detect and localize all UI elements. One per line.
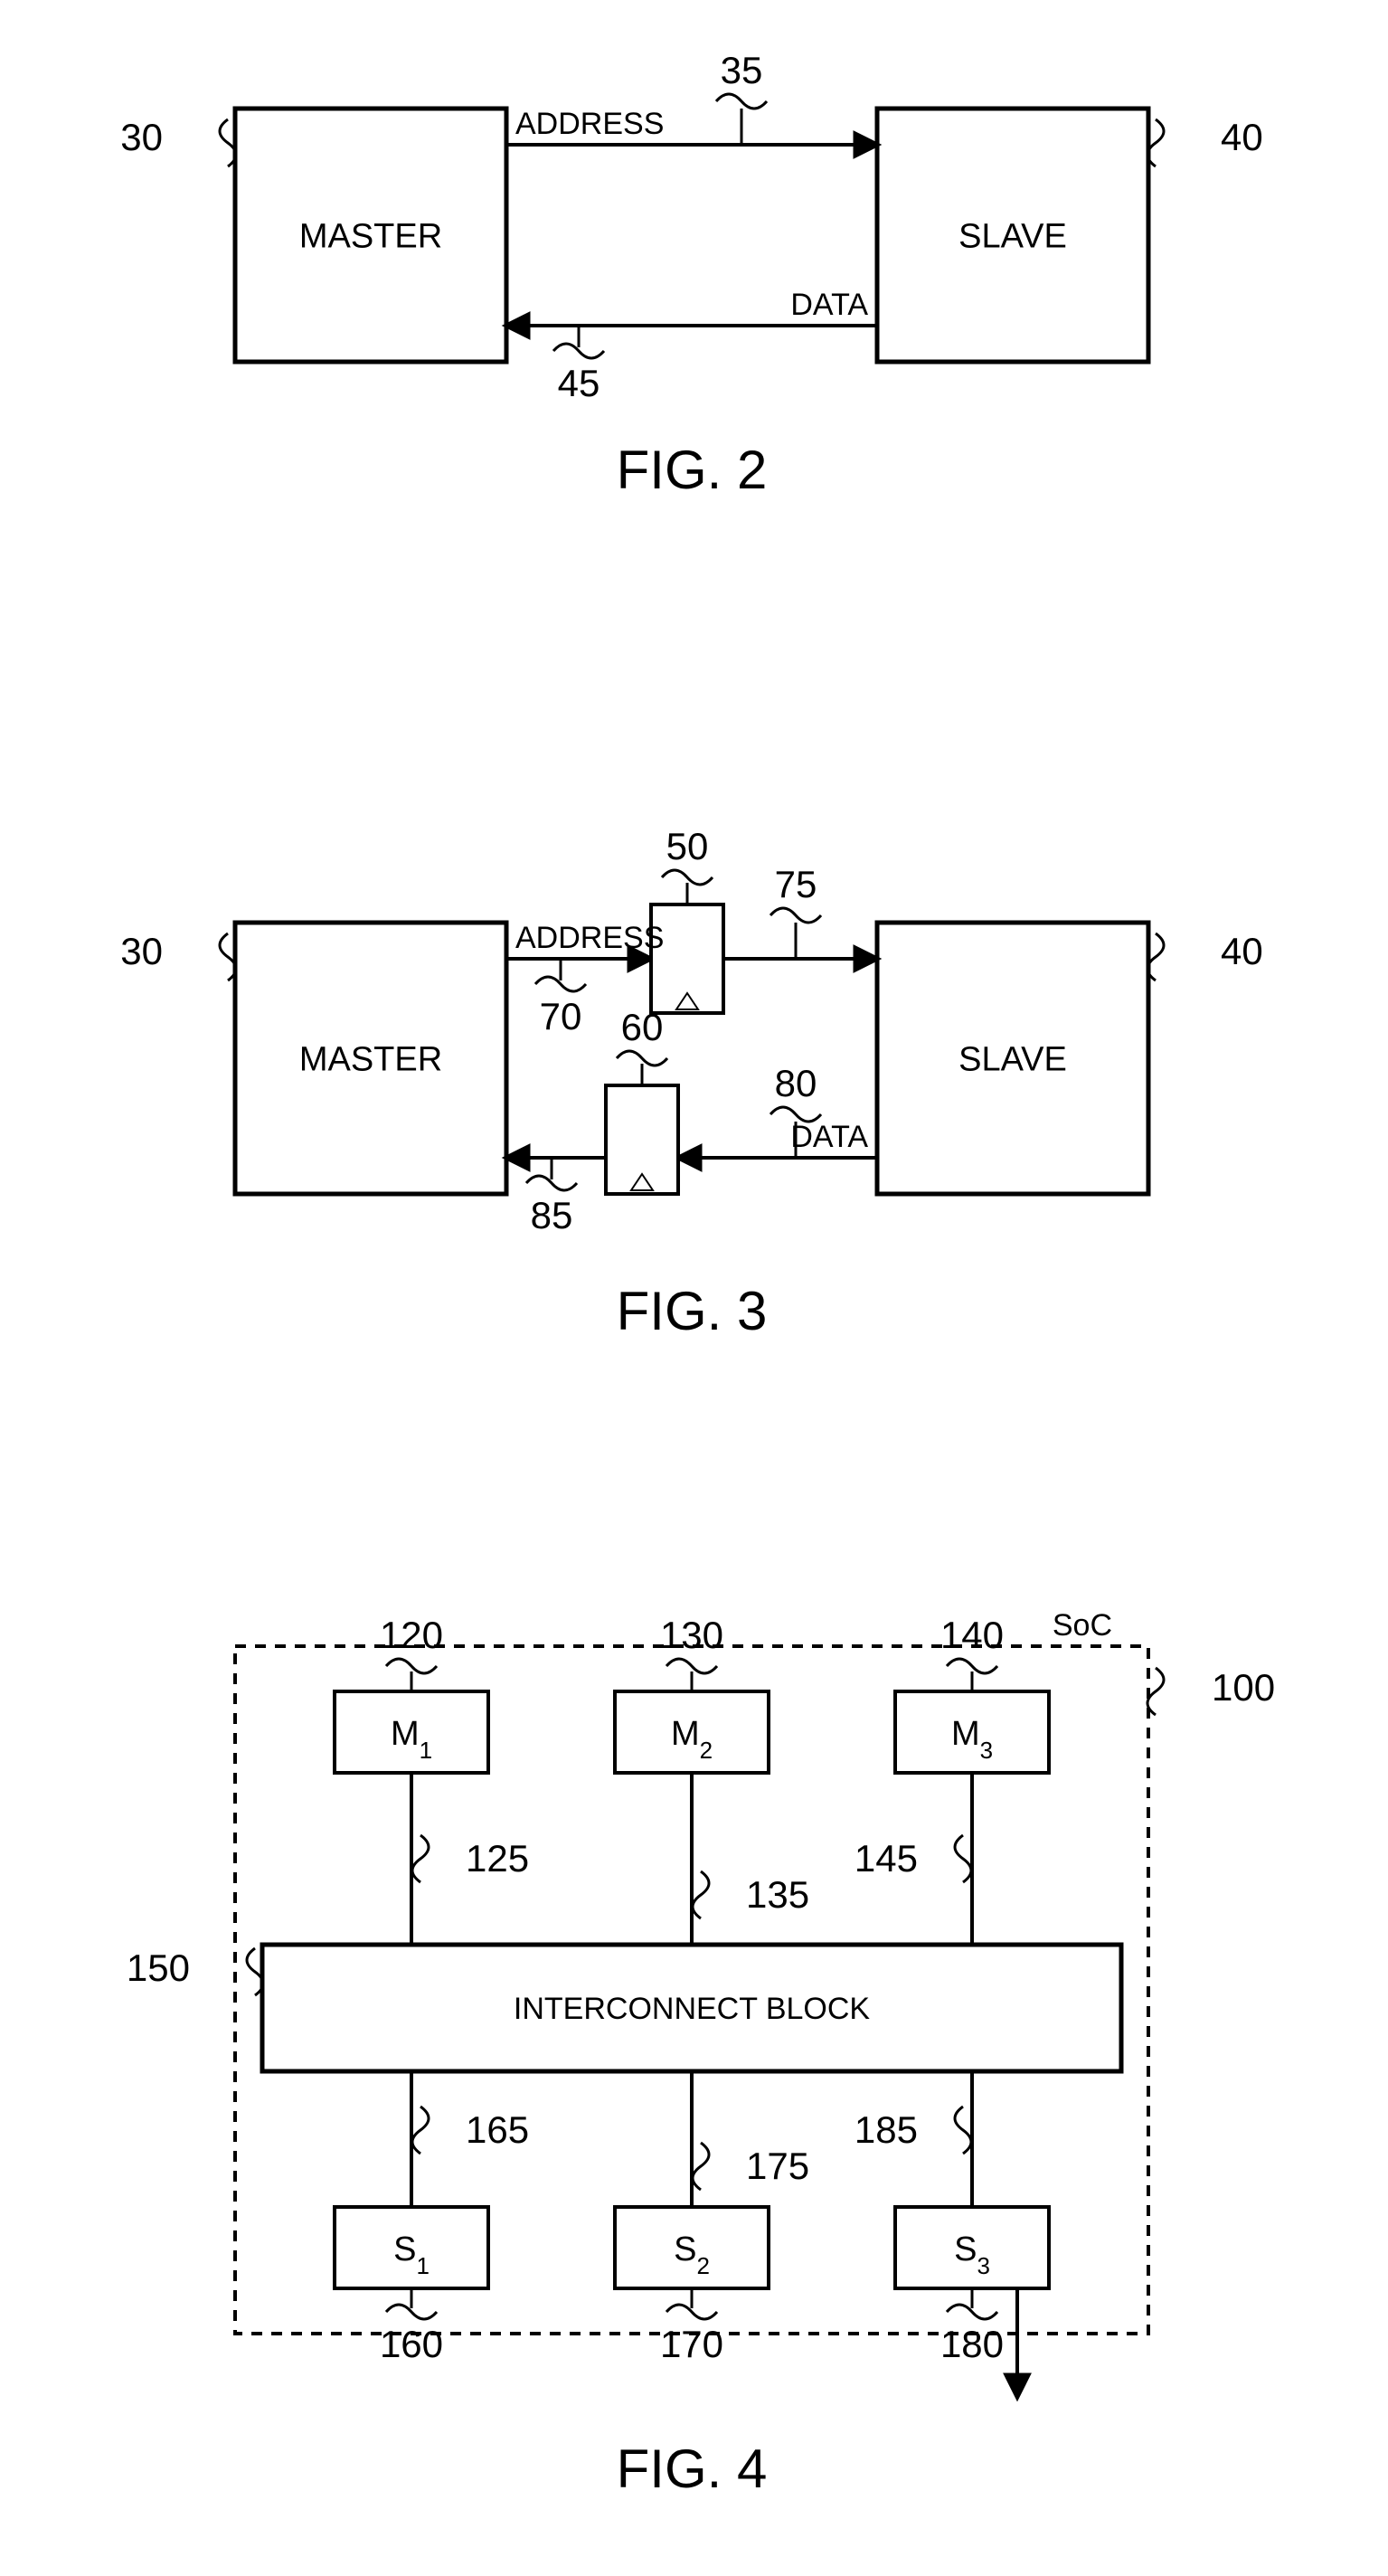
ref-45: 45 — [558, 362, 600, 404]
leader-line — [617, 1051, 667, 1065]
data-label: DATA — [790, 288, 868, 322]
ref-30b: 30 — [120, 930, 163, 972]
ref-100: 100 — [1212, 1666, 1275, 1709]
fig3-title: FIG. 3 — [617, 1281, 768, 1341]
leader-line — [412, 1835, 429, 1882]
ref-60: 60 — [621, 1006, 664, 1048]
ref-85: 85 — [531, 1194, 573, 1236]
leader-line — [955, 2107, 971, 2154]
ref-125: 125 — [466, 1837, 529, 1880]
block-label: INTERCONNECT BLOCK — [514, 1992, 871, 2026]
block-label: MASTER — [299, 1040, 442, 1078]
ref-80: 80 — [775, 1062, 817, 1104]
ref-170: 170 — [660, 2323, 723, 2365]
leader-line — [716, 94, 767, 109]
ref-75: 75 — [775, 863, 817, 905]
soc-label: SoC — [1053, 1608, 1112, 1643]
data-label: DATA — [790, 1120, 868, 1154]
block-label: SLAVE — [958, 217, 1067, 255]
block-label: SLAVE — [958, 1040, 1067, 1078]
leader-line — [693, 2143, 709, 2190]
ref-160: 160 — [380, 2323, 443, 2365]
fig4-title: FIG. 4 — [617, 2439, 768, 2499]
ref-30: 30 — [120, 116, 163, 158]
ref-70: 70 — [540, 995, 582, 1037]
address-label: ADDRESS — [515, 107, 664, 141]
leader-line — [386, 1659, 437, 1673]
leader-line — [693, 1871, 709, 1918]
block-label: MASTER — [299, 217, 442, 255]
ref-135: 135 — [746, 1873, 809, 1916]
ref-175: 175 — [746, 2145, 809, 2187]
ref-180: 180 — [940, 2323, 1004, 2365]
ref-120: 120 — [380, 1614, 443, 1656]
ref-140: 140 — [940, 1614, 1004, 1656]
ref-165: 165 — [466, 2108, 529, 2151]
leader-line — [955, 1835, 971, 1882]
ref-185: 185 — [855, 2108, 918, 2151]
ref-40: 40 — [1221, 116, 1263, 158]
ref-35: 35 — [721, 49, 763, 91]
leader-line — [412, 2107, 429, 2154]
address-label: ADDRESS — [515, 921, 664, 955]
leader-line — [770, 908, 821, 923]
ref-130: 130 — [660, 1614, 723, 1656]
fig2-title: FIG. 2 — [617, 440, 768, 500]
leader-line — [662, 870, 713, 885]
ref-40b: 40 — [1221, 930, 1263, 972]
ref-145: 145 — [855, 1837, 918, 1880]
ref-150: 150 — [127, 1946, 190, 1989]
ref-50: 50 — [666, 825, 709, 867]
leader-line — [947, 1659, 997, 1673]
leader-line — [666, 1659, 717, 1673]
